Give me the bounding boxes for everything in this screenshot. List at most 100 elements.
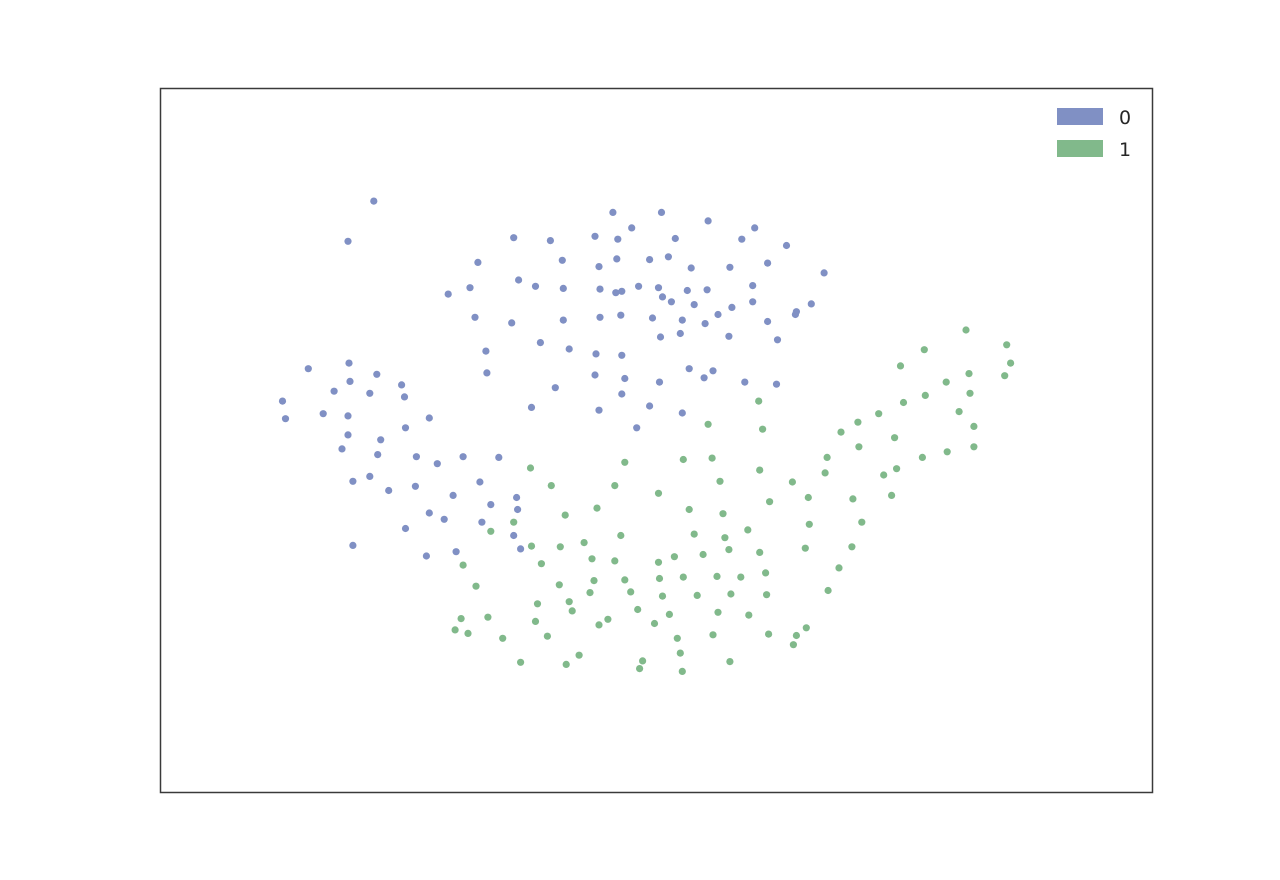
point-series-1-38 — [888, 491, 896, 499]
point-series-0-62 — [773, 336, 782, 344]
point-series-1-62 — [670, 553, 679, 561]
point-series-1-101 — [673, 634, 681, 642]
point-series-1-112 — [562, 660, 570, 669]
point-series-1-33 — [756, 466, 764, 474]
point-series-0-81 — [621, 374, 629, 383]
point-series-1-11 — [970, 422, 978, 430]
point-series-1-98 — [543, 632, 552, 640]
point-series-0-115 — [510, 531, 518, 540]
point-series-1-73 — [621, 576, 629, 584]
point-series-0-74 — [281, 415, 290, 423]
point-series-0-46 — [648, 314, 657, 322]
point-series-0-17 — [613, 255, 621, 263]
point-series-1-34 — [716, 477, 724, 485]
point-series-0-57 — [618, 351, 626, 359]
point-series-0-94 — [377, 436, 385, 444]
point-series-1-9 — [921, 391, 929, 399]
point-series-0-14 — [474, 258, 482, 266]
point-series-1-39 — [849, 495, 857, 503]
point-series-1-68 — [762, 569, 770, 577]
point-series-0-24 — [466, 284, 474, 292]
point-series-0-83 — [685, 365, 693, 373]
point-series-1-31 — [821, 469, 829, 477]
point-series-0-102 — [349, 477, 357, 485]
point-series-0-72 — [400, 393, 409, 401]
point-series-1-79 — [763, 591, 771, 599]
point-series-0-26 — [531, 282, 540, 290]
point-series-0-60 — [701, 320, 709, 328]
point-series-1-58 — [801, 544, 809, 552]
point-series-1-42 — [719, 510, 727, 518]
point-series-0-55 — [565, 345, 573, 353]
legend-swatch-series-0 — [1057, 108, 1103, 125]
point-series-1-6 — [1007, 359, 1015, 367]
point-series-1-14 — [837, 428, 845, 436]
point-series-1-72 — [655, 574, 664, 583]
point-series-1-15 — [854, 418, 862, 426]
point-series-1-108 — [678, 667, 686, 676]
point-series-1-19 — [855, 443, 863, 451]
point-series-1-29 — [621, 458, 629, 466]
point-series-0-0 — [370, 197, 378, 205]
point-series-1-23 — [823, 453, 831, 461]
point-series-0-42 — [508, 319, 516, 327]
point-series-0-113 — [349, 541, 357, 550]
point-series-1-71 — [679, 573, 687, 581]
point-series-0-2 — [609, 208, 617, 216]
point-series-0-63 — [791, 310, 800, 319]
point-series-1-103 — [765, 630, 773, 638]
point-series-1-95 — [484, 613, 492, 621]
point-series-0-25 — [515, 276, 523, 284]
point-series-1-54 — [580, 539, 588, 547]
point-series-0-96 — [338, 445, 346, 453]
point-series-0-39 — [690, 301, 698, 309]
point-series-0-21 — [726, 263, 734, 271]
point-series-1-25 — [704, 420, 712, 428]
point-series-0-49 — [749, 298, 757, 306]
point-series-0-4 — [704, 217, 712, 225]
point-series-0-78 — [551, 384, 559, 392]
point-series-1-70 — [713, 572, 721, 581]
point-series-1-82 — [658, 592, 667, 600]
point-series-0-8 — [546, 237, 555, 245]
point-series-0-9 — [591, 232, 599, 240]
point-series-1-36 — [611, 482, 619, 490]
point-series-1-105 — [726, 658, 734, 666]
point-series-1-5 — [942, 378, 950, 386]
point-series-0-79 — [527, 403, 536, 411]
point-series-1-27 — [708, 454, 716, 462]
point-series-0-84 — [709, 367, 717, 375]
point-series-0-108 — [487, 501, 495, 509]
point-series-0-98 — [412, 453, 420, 461]
point-series-0-18 — [646, 256, 654, 264]
point-series-0-59 — [676, 329, 684, 338]
point-series-1-99 — [595, 621, 603, 629]
point-series-0-3 — [657, 208, 666, 216]
point-series-0-12 — [738, 235, 746, 243]
point-series-1-7 — [1001, 372, 1009, 380]
point-series-1-45 — [561, 511, 569, 519]
point-series-1-55 — [556, 543, 564, 551]
point-series-0-16 — [595, 263, 603, 271]
point-series-0-15 — [558, 256, 566, 264]
point-series-0-71 — [366, 389, 374, 397]
point-series-0-67 — [345, 359, 353, 367]
point-series-1-4 — [965, 370, 973, 378]
point-series-0-22 — [764, 259, 772, 267]
point-series-1-77 — [472, 582, 480, 590]
point-series-1-43 — [685, 505, 693, 514]
point-series-0-20 — [687, 264, 695, 272]
point-series-0-38 — [667, 298, 676, 306]
point-series-1-115 — [792, 631, 801, 640]
point-series-0-117 — [422, 552, 430, 560]
point-series-1-44 — [593, 504, 601, 512]
point-series-1-8 — [966, 389, 974, 397]
point-series-0-29 — [618, 287, 626, 295]
point-series-0-105 — [411, 482, 419, 490]
point-series-1-49 — [805, 520, 813, 528]
point-series-0-31 — [654, 284, 663, 292]
point-series-0-107 — [476, 478, 484, 486]
point-series-1-48 — [858, 518, 866, 526]
points-layer — [278, 197, 1015, 676]
